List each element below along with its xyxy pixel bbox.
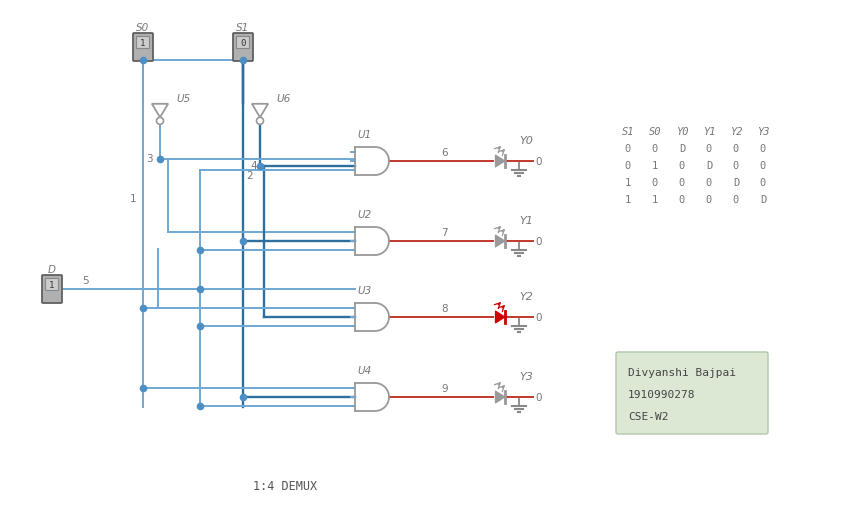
Text: S1: S1	[236, 23, 250, 33]
Text: 9: 9	[441, 383, 448, 393]
Text: Y2: Y2	[519, 292, 533, 301]
Text: 0: 0	[760, 161, 766, 171]
Text: Y0: Y0	[519, 136, 533, 146]
Text: 7: 7	[441, 228, 448, 238]
Text: S1: S1	[621, 127, 634, 137]
Text: S0: S0	[649, 127, 661, 137]
Text: U6: U6	[276, 94, 290, 104]
Text: 0: 0	[625, 161, 631, 171]
FancyBboxPatch shape	[42, 275, 62, 303]
Text: D: D	[760, 194, 766, 205]
FancyBboxPatch shape	[133, 34, 153, 62]
Text: U2: U2	[357, 210, 371, 219]
Text: U5: U5	[176, 94, 190, 104]
Text: S0: S0	[136, 23, 150, 33]
Text: 0: 0	[760, 144, 766, 154]
Polygon shape	[496, 236, 505, 247]
Text: CSE-W2: CSE-W2	[628, 411, 668, 421]
Text: D: D	[48, 265, 56, 274]
Text: Divyanshi Bajpai: Divyanshi Bajpai	[628, 367, 736, 377]
Text: 0: 0	[679, 178, 685, 188]
Text: 0: 0	[706, 194, 712, 205]
Text: U4: U4	[357, 365, 371, 375]
Text: Y1: Y1	[519, 216, 533, 225]
FancyBboxPatch shape	[137, 38, 150, 49]
Circle shape	[257, 118, 264, 125]
Text: 1: 1	[130, 193, 137, 204]
Text: 8: 8	[441, 303, 448, 314]
Text: 1: 1	[49, 280, 54, 290]
Text: Y1: Y1	[703, 127, 715, 137]
Polygon shape	[496, 156, 505, 167]
Text: 1910990278: 1910990278	[628, 389, 695, 399]
Text: D: D	[733, 178, 740, 188]
Text: Y3: Y3	[756, 127, 769, 137]
Text: 0: 0	[535, 313, 541, 322]
Text: 1: 1	[625, 178, 631, 188]
Polygon shape	[496, 312, 505, 323]
Text: 3: 3	[146, 154, 153, 164]
FancyBboxPatch shape	[233, 34, 253, 62]
Text: 0: 0	[535, 237, 541, 246]
Text: Y0: Y0	[676, 127, 688, 137]
Text: 0: 0	[733, 161, 740, 171]
Text: 0: 0	[625, 144, 631, 154]
FancyBboxPatch shape	[236, 38, 250, 49]
Text: U3: U3	[357, 286, 371, 295]
Text: 1:4 DEMUX: 1:4 DEMUX	[253, 479, 317, 493]
Text: 1: 1	[140, 39, 145, 48]
Text: 4: 4	[250, 161, 257, 171]
Text: Y3: Y3	[519, 371, 533, 381]
Text: 1: 1	[652, 194, 658, 205]
Text: 0: 0	[652, 178, 658, 188]
Text: 2: 2	[246, 171, 252, 181]
Text: 0: 0	[535, 392, 541, 402]
Text: 0: 0	[706, 178, 712, 188]
Text: D: D	[706, 161, 712, 171]
Text: 0: 0	[706, 144, 712, 154]
Text: 0: 0	[733, 194, 740, 205]
Text: U1: U1	[357, 130, 371, 140]
Text: 0: 0	[733, 144, 740, 154]
Text: Y2: Y2	[730, 127, 742, 137]
Text: D: D	[679, 144, 685, 154]
Text: 1: 1	[652, 161, 658, 171]
Text: 0: 0	[241, 39, 246, 48]
FancyBboxPatch shape	[616, 352, 768, 434]
Polygon shape	[496, 391, 505, 403]
Text: 0: 0	[679, 194, 685, 205]
Text: 1: 1	[625, 194, 631, 205]
Text: 0: 0	[535, 157, 541, 166]
Text: 0: 0	[652, 144, 658, 154]
Text: 5: 5	[82, 275, 88, 286]
Text: 0: 0	[679, 161, 685, 171]
FancyBboxPatch shape	[46, 279, 59, 291]
Text: 6: 6	[441, 148, 448, 158]
Circle shape	[156, 118, 163, 125]
Text: 0: 0	[760, 178, 766, 188]
